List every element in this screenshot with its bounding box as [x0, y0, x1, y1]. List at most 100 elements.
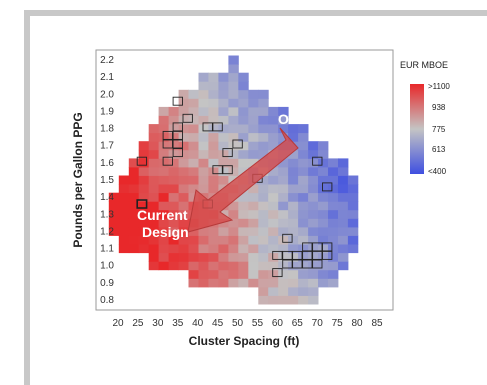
- heatmap-cell: [228, 55, 239, 65]
- heatmap-cell: [188, 261, 199, 271]
- heatmap-cell: [258, 278, 269, 288]
- heatmap-cell: [148, 166, 160, 176]
- heatmap-cell: [318, 235, 329, 245]
- heatmap-cell: [258, 286, 269, 296]
- heatmap-cell: [208, 261, 219, 271]
- heatmap-cell: [288, 158, 299, 168]
- heatmap-cell: [248, 149, 259, 159]
- heatmap-cell: [298, 226, 309, 236]
- heatmap-cell: [148, 149, 160, 159]
- heatmap-cell: [158, 209, 169, 219]
- heatmap-cell: [308, 269, 319, 279]
- heatmap-cell: [228, 209, 239, 219]
- heatmap-cell: [318, 226, 329, 236]
- heatmap-cell: [318, 175, 329, 185]
- heatmap-cell: [138, 184, 150, 194]
- y-tick-label: 2.2: [100, 55, 114, 66]
- heatmap-cell: [298, 252, 309, 262]
- heatmap-cell: [268, 226, 279, 236]
- heatmap-cell: [108, 218, 120, 228]
- heatmap-cell: [248, 278, 259, 288]
- heatmap-cell: [308, 286, 319, 296]
- heatmap-cell: [208, 278, 219, 288]
- outlined-cell: [162, 130, 173, 140]
- heatmap-cell: [188, 192, 199, 202]
- heatmap-cell: [218, 81, 229, 91]
- heatmap-cell: [228, 226, 239, 236]
- heatmap-cell: [228, 278, 239, 288]
- heatmap-cell: [268, 132, 279, 142]
- heatmap-cell: [248, 218, 259, 228]
- heatmap-cell: [138, 209, 150, 219]
- heatmap-cell: [168, 106, 179, 116]
- heatmap-cell: [248, 192, 259, 202]
- heatmap-cell: [188, 141, 199, 151]
- heatmap-cell: [138, 149, 150, 159]
- heatmap-cell: [258, 252, 269, 262]
- heatmap-cell: [278, 201, 289, 211]
- heatmap-cell: [178, 252, 189, 262]
- heatmap-cell: [288, 261, 299, 271]
- heatmap-cell: [288, 286, 299, 296]
- heatmap-cell: [318, 252, 329, 262]
- outlined-cell: [172, 148, 183, 158]
- heatmap-cell: [138, 201, 150, 211]
- heatmap-cell: [158, 124, 169, 134]
- annotation-current: Current: [137, 207, 188, 223]
- outlined-cell: [212, 165, 223, 175]
- heatmap-cell: [258, 209, 269, 219]
- heatmap-cell: [238, 89, 249, 99]
- heatmap-cell: [268, 269, 279, 279]
- heatmap-cell: [128, 201, 140, 211]
- x-tick-label: 85: [371, 318, 383, 329]
- heatmap-cell: [238, 201, 249, 211]
- heatmap-cell: [318, 269, 329, 279]
- heatmap-cell: [198, 149, 209, 159]
- heatmap-cell: [218, 72, 229, 82]
- heatmap-cell: [168, 261, 179, 271]
- outlined-cell: [302, 250, 313, 260]
- heatmap-cell: [308, 201, 319, 211]
- heatmap-cell: [108, 226, 120, 236]
- heatmap-cell: [208, 269, 219, 279]
- heatmap-cell: [218, 89, 229, 99]
- heatmap-cell: [178, 235, 189, 245]
- heatmap-cell: [248, 115, 259, 125]
- heatmap-cell: [148, 192, 160, 202]
- heatmap-cell: [178, 115, 189, 125]
- x-tick-label: 65: [292, 318, 304, 329]
- heatmap-cell: [208, 81, 219, 91]
- heatmap-cell: [158, 226, 169, 236]
- y-tick-label: 1.5: [100, 175, 114, 186]
- heatmap-cell: [148, 141, 160, 151]
- heatmap-cell: [228, 149, 239, 159]
- heatmap-cell: [347, 209, 359, 219]
- y-tick-label: 0.9: [100, 278, 114, 289]
- heatmap-cell: [158, 235, 169, 245]
- heatmap-cell: [318, 261, 329, 271]
- heatmap-cell: [188, 158, 199, 168]
- heatmap-cell: [298, 278, 309, 288]
- heatmap-cell: [278, 226, 289, 236]
- heatmap-cell: [298, 192, 309, 202]
- heatmap-cell: [128, 166, 140, 176]
- heatmap-cell: [198, 235, 209, 245]
- heatmap-cell: [248, 261, 259, 271]
- heatmap-cell: [328, 201, 339, 211]
- x-tick-label: 55: [252, 318, 264, 329]
- heatmap-cell: [138, 218, 150, 228]
- frame-border-top: [24, 10, 487, 16]
- heatmap-cell: [248, 235, 259, 245]
- heatmap-cell: [338, 201, 349, 211]
- y-tick-label: 2.0: [100, 89, 114, 100]
- legend-label-613: 613: [432, 145, 446, 154]
- heatmap-cell: [218, 158, 229, 168]
- heatmap-cell: [198, 269, 209, 279]
- heatmap-cell: [208, 244, 219, 254]
- heatmap-cell: [168, 201, 179, 211]
- heatmap-cell: [238, 81, 249, 91]
- heatmap-cell: [198, 226, 209, 236]
- heatmap-cell: [238, 158, 249, 168]
- heatmap-cell: [208, 175, 219, 185]
